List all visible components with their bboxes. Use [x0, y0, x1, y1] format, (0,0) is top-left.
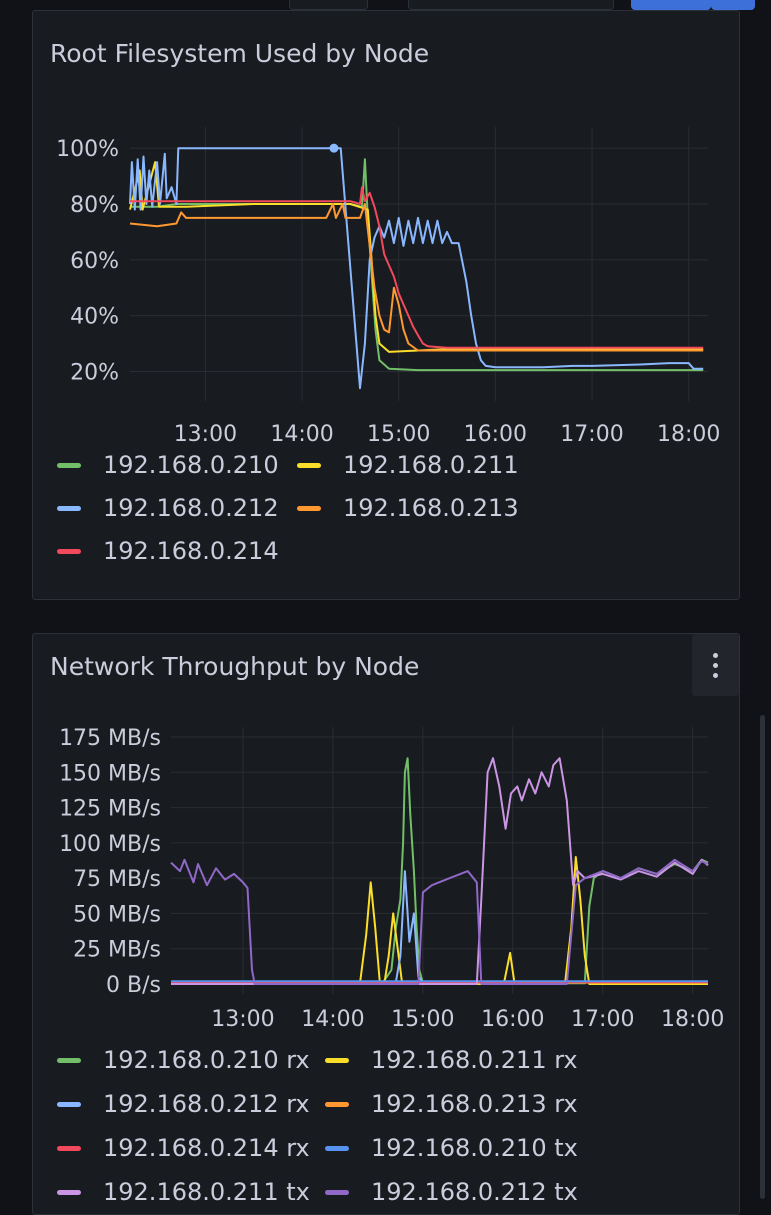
series-line[interactable] — [129, 161, 704, 353]
legend-item[interactable]: 192.168.0.210 — [57, 451, 279, 479]
legend-label: 192.168.0.211 tx — [103, 1178, 310, 1206]
legend-label: 192.168.0.210 tx — [371, 1134, 578, 1162]
legend-item[interactable]: 192.168.0.211 — [297, 451, 519, 479]
legend-swatch-icon — [325, 1057, 349, 1063]
y-tick-label: 60% — [70, 249, 119, 274]
legend-label: 192.168.0.212 rx — [103, 1090, 310, 1118]
legend-item[interactable]: 192.168.0.212 rx — [57, 1090, 310, 1118]
series-line[interactable] — [129, 203, 704, 352]
refresh-interval-button[interactable] — [711, 0, 755, 10]
x-tick-label: 17:00 — [560, 422, 623, 447]
scrollbar[interactable] — [760, 715, 765, 1199]
legend-label: 192.168.0.213 rx — [371, 1090, 578, 1118]
x-tick-label: 13:00 — [174, 422, 237, 447]
legend-swatch-icon — [57, 462, 81, 468]
menu-dot-icon — [713, 672, 718, 678]
y-tick-label: 0 B/s — [106, 973, 161, 998]
x-tick-label: 16:00 — [481, 1007, 544, 1032]
x-tick-label: 14:00 — [301, 1007, 364, 1032]
legend-label: 192.168.0.214 rx — [103, 1134, 310, 1162]
series-line[interactable] — [130, 186, 704, 349]
x-tick-label: 13:00 — [211, 1007, 274, 1032]
series-line[interactable] — [171, 757, 709, 985]
legend-swatch-icon — [57, 1189, 81, 1195]
series-point[interactable] — [329, 143, 339, 153]
legend-item[interactable]: 192.168.0.211 tx — [57, 1178, 310, 1206]
y-tick-label: 150 MB/s — [59, 761, 161, 786]
legend-label: 192.168.0.212 tx — [371, 1178, 578, 1206]
legend-item[interactable]: 192.168.0.213 — [297, 494, 519, 522]
y-tick-label: 100 MB/s — [59, 832, 161, 857]
legend-label: 192.168.0.213 — [343, 494, 519, 522]
network-chart[interactable]: 13:00 14:00 15:00 16:00 17:00 18:00 175 MB/s 15… — [33, 714, 739, 1114]
legend-swatch-icon — [57, 548, 81, 554]
legend-swatch-icon — [297, 505, 321, 511]
y-tick-label: 20% — [70, 360, 119, 385]
legend-label: 192.168.0.210 — [103, 451, 279, 479]
legend-label: 192.168.0.211 — [343, 451, 519, 479]
y-tick-label: 25 MB/s — [73, 938, 161, 963]
legend-item[interactable]: 192.168.0.210 rx — [57, 1046, 310, 1074]
toolbar-button[interactable] — [289, 0, 368, 10]
network-panel: Network Throughput by Node 13:00 14:00 15:… — [32, 633, 740, 1215]
legend-label: 192.168.0.211 rx — [371, 1046, 578, 1074]
legend-label: 192.168.0.212 — [103, 494, 279, 522]
refresh-button[interactable] — [631, 0, 711, 10]
legend-swatch-icon — [297, 462, 321, 468]
y-tick-label: 100% — [56, 137, 119, 162]
series-line[interactable] — [129, 147, 704, 390]
panel-title: Root Filesystem Used by Node — [50, 39, 430, 68]
legend-item[interactable]: 192.168.0.210 tx — [325, 1134, 578, 1162]
legend-swatch-icon — [57, 1145, 81, 1151]
filesystem-chart[interactable]: 13:00 14:00 15:00 16:00 17:00 18:00 100% 80% 60%… — [33, 121, 739, 566]
filesystem-panel: Root Filesystem Used by Node 13:00 14:00 1… — [32, 10, 740, 600]
legend-label: 192.168.0.214 — [103, 537, 279, 565]
legend-item[interactable]: 192.168.0.214 — [57, 537, 279, 565]
legend-item[interactable]: 192.168.0.212 tx — [325, 1178, 578, 1206]
legend-swatch-icon — [57, 505, 81, 511]
y-tick-label: 50 MB/s — [73, 902, 161, 927]
legend-item[interactable]: 192.168.0.213 rx — [325, 1090, 578, 1118]
legend-swatch-icon — [325, 1189, 349, 1195]
x-tick-label: 18:00 — [657, 422, 720, 447]
x-tick-label: 15:00 — [391, 1007, 454, 1032]
legend-swatch-icon — [57, 1101, 81, 1107]
x-tick-label: 18:00 — [661, 1007, 724, 1032]
y-tick-label: 175 MB/s — [59, 726, 161, 751]
legend-label: 192.168.0.210 rx — [103, 1046, 310, 1074]
x-tick-label: 16:00 — [464, 422, 527, 447]
legend-swatch-icon — [325, 1101, 349, 1107]
y-tick-label: 125 MB/s — [59, 797, 161, 822]
legend-item[interactable]: 192.168.0.212 — [57, 494, 279, 522]
x-tick-label: 15:00 — [367, 422, 430, 447]
legend-item[interactable]: 192.168.0.211 rx — [325, 1046, 578, 1074]
legend-swatch-icon — [57, 1057, 81, 1063]
time-range-picker[interactable] — [408, 0, 614, 10]
y-tick-label: 75 MB/s — [73, 867, 161, 892]
x-tick-label: 14:00 — [270, 422, 333, 447]
menu-dot-icon — [713, 652, 718, 658]
series-line[interactable] — [130, 158, 704, 372]
legend-swatch-icon — [325, 1145, 349, 1151]
menu-dot-icon — [713, 662, 718, 668]
y-tick-label: 40% — [70, 305, 119, 330]
series-line[interactable] — [170, 858, 709, 985]
panel-menu-button[interactable] — [692, 634, 739, 696]
x-tick-label: 17:00 — [571, 1007, 634, 1032]
panel-title: Network Throughput by Node — [50, 652, 420, 681]
legend-item[interactable]: 192.168.0.214 rx — [57, 1134, 310, 1162]
y-tick-label: 80% — [70, 193, 119, 218]
